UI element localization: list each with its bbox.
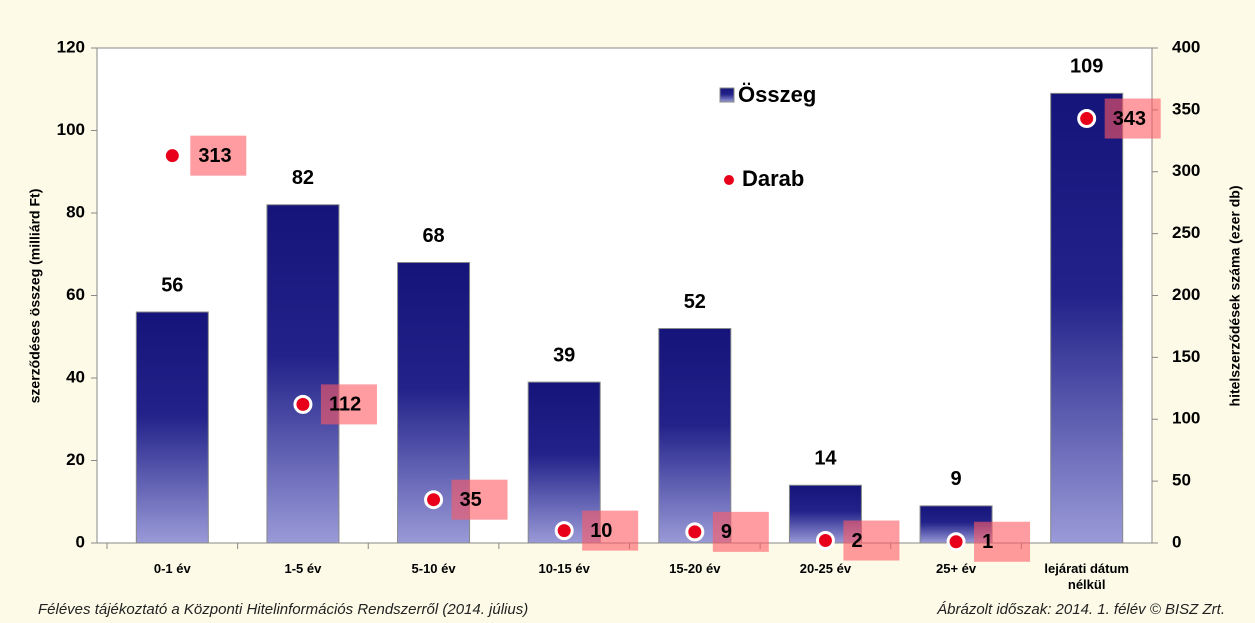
y2-tick-label: 150	[1172, 347, 1200, 366]
bar	[266, 204, 340, 544]
bar-label: 52	[684, 291, 706, 313]
y-tick-label: 0	[76, 532, 85, 551]
point	[1077, 109, 1097, 129]
point-label-box	[712, 511, 769, 552]
footer-left: Féléves tájékoztató a Központi Hitelinfo…	[38, 601, 529, 618]
point	[162, 146, 182, 166]
x-tick-label: 5-10 év	[411, 561, 456, 576]
y-tick-label: 100	[57, 120, 85, 139]
y2-tick-label: 200	[1172, 285, 1200, 304]
point	[424, 490, 444, 510]
point-label-box	[843, 520, 900, 561]
y-tick-label: 80	[66, 202, 85, 221]
point-label: 343	[1113, 108, 1146, 130]
y2-tick-label: 250	[1172, 223, 1200, 242]
x-tick-label: 15-20 év	[669, 561, 721, 576]
y2-axis-label: hitelszerződések száma (ezer db)	[1227, 186, 1243, 407]
x-tick-label: 25+ év	[936, 561, 977, 576]
y2-tick-label: 50	[1172, 471, 1191, 490]
bar	[658, 328, 732, 544]
bar-label: 82	[292, 167, 314, 189]
bar-label: 39	[553, 344, 575, 366]
legend-swatch	[719, 87, 735, 103]
point	[815, 531, 835, 551]
point-label-box	[451, 479, 508, 520]
point-label: 35	[460, 489, 482, 511]
x-tick-label: 1-5 év	[284, 561, 322, 576]
x-tick-label: 0-1 év	[153, 561, 191, 576]
bar-label: 56	[161, 274, 183, 296]
point-label-box	[190, 135, 247, 176]
y2-tick-label: 400	[1172, 37, 1200, 56]
y2-tick-label: 300	[1172, 161, 1200, 180]
point-label: 313	[198, 145, 231, 167]
x-tick-label: 20-25 év	[799, 561, 852, 576]
x-tick-label: 10-15 év	[538, 561, 590, 576]
point-label: 10	[590, 520, 612, 542]
bar	[1050, 92, 1124, 544]
bar-label: 68	[422, 225, 444, 247]
legend-label: Összeg	[738, 82, 816, 107]
legend-label: Darab	[742, 166, 804, 191]
point-label-box	[974, 521, 1031, 562]
y2-tick-label: 350	[1172, 99, 1200, 118]
point-label: 2	[851, 530, 862, 552]
legend-marker	[724, 175, 734, 185]
point-label: 9	[721, 521, 732, 543]
y-tick-label: 60	[66, 285, 85, 304]
bar-label: 14	[814, 448, 837, 470]
point-label-box	[582, 510, 639, 551]
point	[293, 394, 313, 414]
y2-tick-label: 0	[1172, 532, 1181, 551]
y-tick-label: 40	[66, 367, 85, 386]
y2-tick-label: 100	[1172, 409, 1200, 428]
y-tick-label: 120	[57, 37, 85, 56]
x-tick-label: lejárati dátum nélkül	[1044, 561, 1129, 592]
point-label: 1	[982, 531, 993, 553]
point-label-box	[320, 384, 377, 425]
bar	[135, 311, 209, 544]
point-label-box	[1104, 98, 1161, 139]
y-tick-label: 20	[66, 450, 85, 469]
footer-right: Ábrázolt időszak: 2014. 1. félév © BISZ …	[937, 601, 1225, 618]
bar-label: 9	[951, 468, 962, 490]
plot-area	[96, 47, 1153, 544]
bar-label: 109	[1070, 56, 1103, 78]
point-label: 112	[329, 394, 361, 416]
point	[685, 522, 705, 542]
point	[946, 532, 966, 552]
point	[554, 521, 574, 541]
y-axis-label: szerződéses összeg (milliárd Ft)	[27, 189, 43, 404]
